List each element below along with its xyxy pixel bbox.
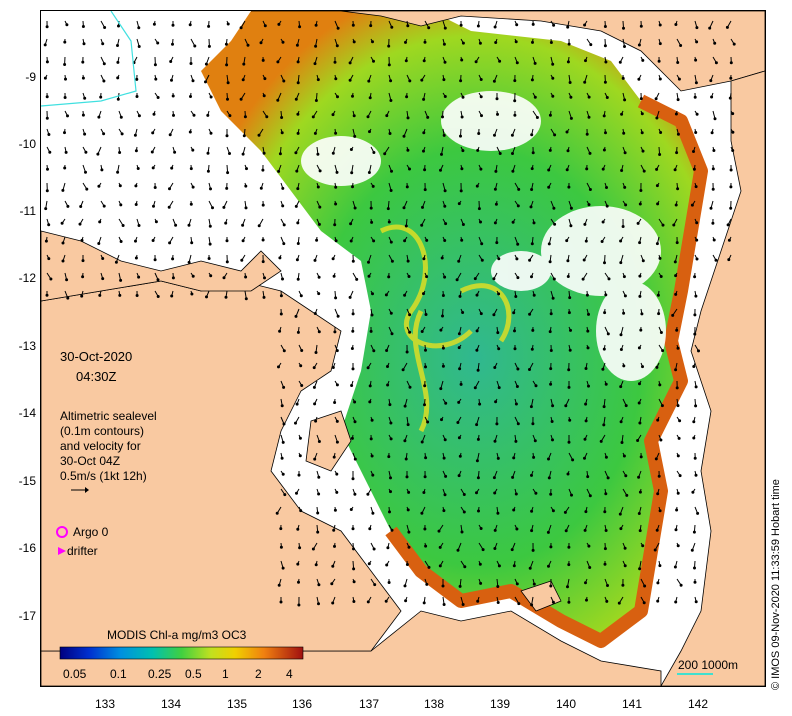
x-label-6: 138 bbox=[423, 697, 445, 711]
legend-line-1: Altimetric sealevel bbox=[60, 409, 157, 423]
colorbar-tick-3: 0.25 bbox=[148, 667, 172, 681]
coastal-chlorophyll-rim bbox=[385, 94, 708, 648]
y-label-2: -10 bbox=[18, 137, 36, 151]
colorbar-tick-2: 0.1 bbox=[110, 667, 127, 681]
legend-line-3: and velocity for bbox=[60, 439, 141, 453]
map-frame: 30-Oct-2020 04:30Z Altimetric sealevel (… bbox=[40, 10, 766, 687]
legend-line-2: (0.1m contours) bbox=[60, 424, 145, 438]
x-label-2: 134 bbox=[160, 697, 182, 711]
y-label-3: -11 bbox=[19, 204, 36, 218]
y-label-7: -15 bbox=[18, 474, 36, 488]
drifter-marker bbox=[58, 547, 66, 555]
x-label-9: 141 bbox=[621, 697, 643, 711]
x-label-10: 142 bbox=[687, 697, 709, 711]
colorbar-title: MODIS Chl-a mg/m3 OC3 bbox=[107, 628, 247, 642]
y-label-6: -14 bbox=[18, 406, 36, 420]
x-label-8: 140 bbox=[555, 697, 577, 711]
colorbar-tick-4: 0.5 bbox=[185, 667, 202, 681]
groote-island bbox=[305, 410, 352, 472]
map-date: 30-Oct-2020 bbox=[60, 349, 133, 364]
legend-line-5: 0.5m/s (1kt 12h) bbox=[60, 469, 147, 483]
land-south bbox=[41, 610, 662, 686]
x-label-5: 137 bbox=[358, 697, 380, 711]
y-label-9: -17 bbox=[18, 609, 36, 623]
argo-label: Argo 0 bbox=[73, 525, 109, 539]
x-label-4: 136 bbox=[291, 697, 313, 711]
colorbar bbox=[59, 646, 304, 660]
legend-arrowhead bbox=[85, 487, 89, 493]
x-label-1: 133 bbox=[94, 697, 116, 711]
credit-text: © IMOS 09-Nov-2020 11:33:59 Hobart time bbox=[770, 479, 782, 690]
colorbar-tick-6: 2 bbox=[255, 667, 262, 681]
chlorophyll-map bbox=[41, 11, 765, 686]
velocity-arrows bbox=[43, 20, 736, 607]
legend-line-4: 30-Oct 04Z bbox=[60, 454, 121, 468]
y-label-4: -12 bbox=[18, 271, 36, 285]
drifter-label: drifter bbox=[67, 544, 98, 558]
y-label-1: -9 bbox=[25, 70, 36, 84]
land-north bbox=[251, 11, 765, 92]
scale-label: 200 1000m bbox=[678, 658, 739, 672]
y-label-8: -16 bbox=[18, 541, 36, 555]
x-label-3: 135 bbox=[226, 697, 248, 711]
y-label-5: -13 bbox=[18, 339, 36, 353]
land-east bbox=[660, 70, 765, 686]
colorbar-tick-5: 1 bbox=[222, 667, 229, 681]
cloud-patches bbox=[301, 91, 666, 381]
argo-marker bbox=[56, 526, 68, 538]
land-northwest bbox=[41, 230, 282, 302]
land-masses bbox=[41, 11, 765, 686]
map-time: 04:30Z bbox=[76, 369, 117, 384]
colorbar-tick-1: 0.05 bbox=[63, 667, 87, 681]
altimetry-contour bbox=[41, 11, 137, 107]
colorbar-tick-7: 4 bbox=[286, 667, 293, 681]
x-label-7: 139 bbox=[489, 697, 511, 711]
